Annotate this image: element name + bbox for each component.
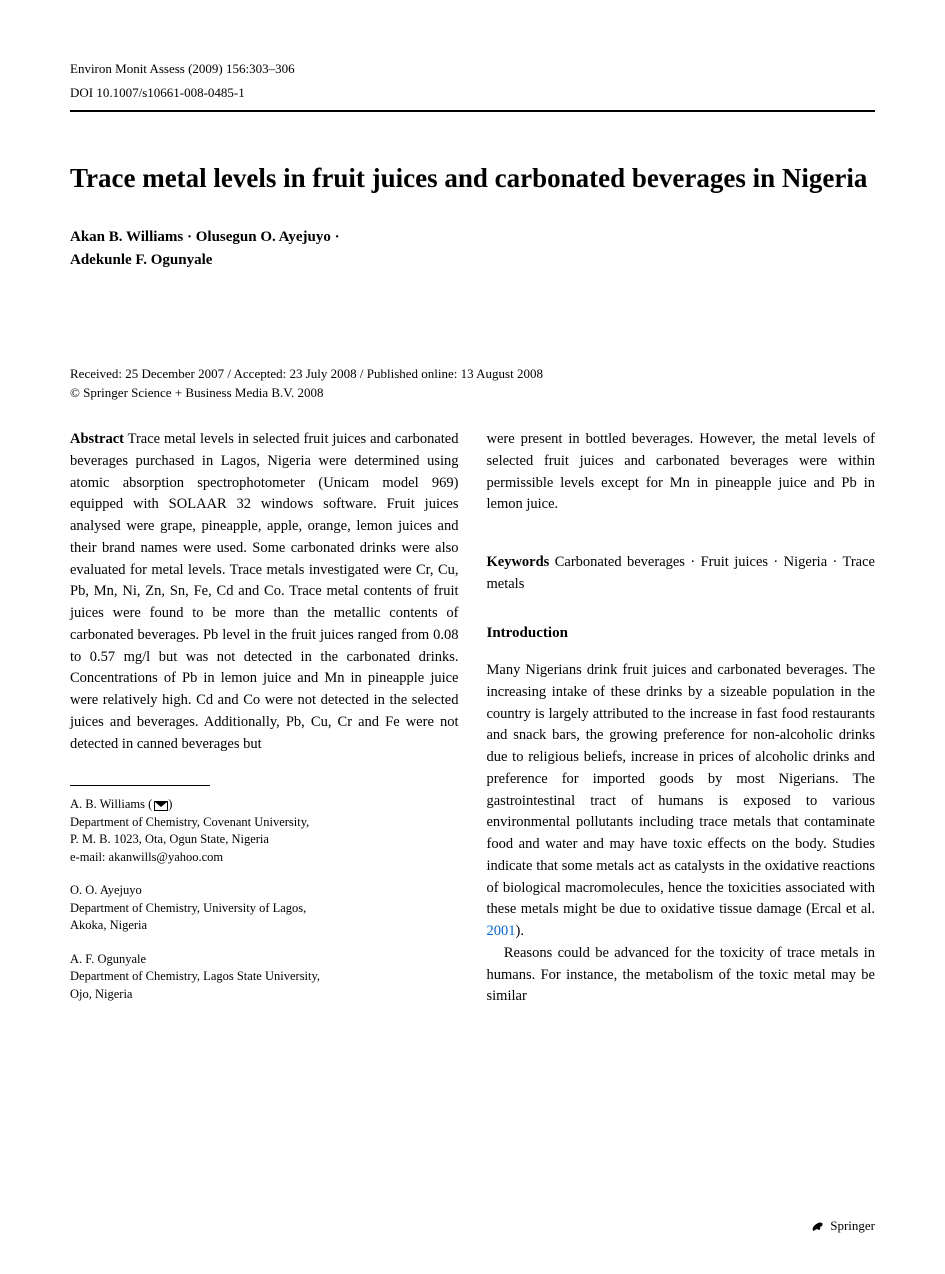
abstract-label: Abstract xyxy=(70,431,124,447)
affiliation-3: A. F. Ogunyale Department of Chemistry, … xyxy=(70,951,459,1004)
affil-2-line-0: Department of Chemistry, University of L… xyxy=(70,901,306,915)
doi: DOI 10.1007/s10661-008-0485-1 xyxy=(70,84,875,102)
abstract-text-left: Trace metal levels in selected fruit jui… xyxy=(70,431,459,752)
affil-2-name: O. O. Ayejuyo xyxy=(70,883,142,897)
left-column: Abstract Trace metal levels in selected … xyxy=(70,429,459,1019)
publisher-logo: Springer xyxy=(810,1218,875,1234)
affil-3-name: A. F. Ogunyale xyxy=(70,952,146,966)
citation-link[interactable]: 2001 xyxy=(487,923,516,939)
intro-para-2: Reasons could be advanced for the toxici… xyxy=(487,943,876,1008)
corresponding-marker: () xyxy=(148,797,172,811)
affiliation-1: A. B. Williams () Department of Chemistr… xyxy=(70,796,459,866)
affil-1-line-1: P. M. B. 1023, Ota, Ogun State, Nigeria xyxy=(70,832,269,846)
affil-2-line-1: Akoka, Nigeria xyxy=(70,918,147,932)
article-title: Trace metal levels in fruit juices and c… xyxy=(70,162,875,196)
springer-horse-icon xyxy=(810,1218,826,1234)
affil-3-line-0: Department of Chemistry, Lagos State Uni… xyxy=(70,969,320,983)
publisher-name: Springer xyxy=(830,1218,875,1234)
authors-block: Akan B. Williams · Olusegun O. Ayejuyo ·… xyxy=(70,226,875,271)
article-dates: Received: 25 December 2007 / Accepted: 2… xyxy=(70,366,875,382)
header-divider xyxy=(70,110,875,112)
right-column: were present in bottled beverages. Howev… xyxy=(487,429,876,1019)
intro-para-1: Many Nigerians drink fruit juices and ca… xyxy=(487,660,876,943)
keywords-block: Keywords Carbonated beverages · Fruit ju… xyxy=(487,552,876,596)
affil-1-line-2: e-mail: akanwills@yahoo.com xyxy=(70,850,223,864)
envelope-icon xyxy=(154,801,168,811)
abstract-continuation: were present in bottled beverages. Howev… xyxy=(487,429,876,516)
affil-1-name: A. B. Williams xyxy=(70,797,145,811)
introduction-heading: Introduction xyxy=(487,622,876,645)
affiliation-divider xyxy=(70,785,210,786)
affiliation-2: O. O. Ayejuyo Department of Chemistry, U… xyxy=(70,882,459,935)
authors-line-1: Akan B. Williams · Olusegun O. Ayejuyo · xyxy=(70,226,875,249)
intro-para-1b: ). xyxy=(516,923,524,939)
abstract-paragraph: Abstract Trace metal levels in selected … xyxy=(70,429,459,755)
authors-line-2: Adekunle F. Ogunyale xyxy=(70,249,875,272)
journal-reference: Environ Monit Assess (2009) 156:303–306 xyxy=(70,60,875,78)
affil-1-line-0: Department of Chemistry, Covenant Univer… xyxy=(70,815,309,829)
keywords-label: Keywords xyxy=(487,554,550,570)
intro-para-1a: Many Nigerians drink fruit juices and ca… xyxy=(487,662,876,917)
affil-3-line-1: Ojo, Nigeria xyxy=(70,987,132,1001)
two-column-body: Abstract Trace metal levels in selected … xyxy=(70,429,875,1019)
copyright: © Springer Science + Business Media B.V.… xyxy=(70,385,875,401)
